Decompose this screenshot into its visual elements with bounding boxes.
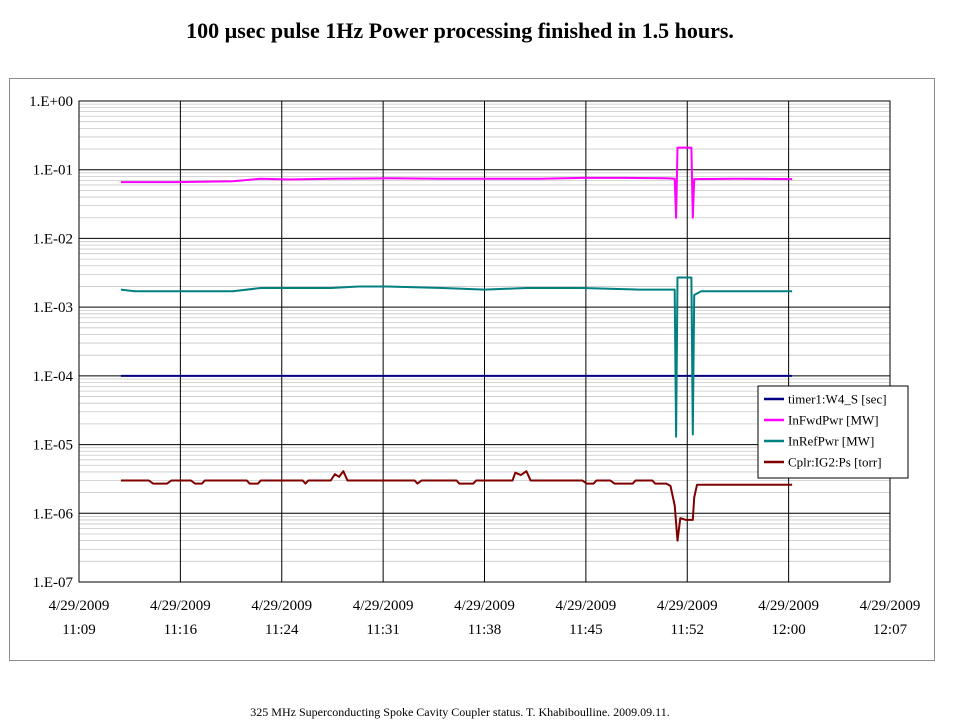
y-tick-label: 1.E-04 <box>33 369 74 385</box>
legend: timer1:W4_S [sec] InFwdPwr [MW] InRefPwr [… <box>757 385 909 479</box>
x-tick-date: 4/29/2009 <box>353 598 414 614</box>
footer-caption: 325 MHz Superconducting Spoke Cavity Cou… <box>250 705 670 719</box>
legend-label: InRefPwr [MW] <box>788 434 874 449</box>
x-tick-time: 11:52 <box>670 622 704 638</box>
y-tick-label: 1.E-02 <box>33 231 73 247</box>
series-line-2 <box>120 146 793 219</box>
x-tick-time: 11:16 <box>164 622 198 638</box>
x-tick-time: 11:24 <box>265 622 299 638</box>
chart-frame: 1.E+00 1.E-01 1.E-02 1.E-03 1.E-04 1.E-05 1.E-… <box>9 78 935 661</box>
x-tick-date: 4/29/2009 <box>49 598 110 614</box>
y-tick-label: 1.E-05 <box>33 438 73 454</box>
plot-border <box>78 100 891 583</box>
x-tick-time: 11:31 <box>366 622 400 638</box>
x-tick-date: 4/29/2009 <box>657 598 718 614</box>
legend-label: timer1:W4_S [sec] <box>788 392 887 407</box>
chart-plot: 1.E+00 1.E-01 1.E-02 1.E-03 1.E-04 1.E-05 1.E-… <box>29 94 921 638</box>
x-tick-date: 4/29/2009 <box>150 598 211 614</box>
series-line-3 <box>120 276 793 438</box>
x-tick-time: 11:45 <box>569 622 603 638</box>
x-tick-date: 4/29/2009 <box>555 598 616 614</box>
x-tick-time: 11:09 <box>62 622 96 638</box>
slide-title: 100 µsec pulse 1Hz Power processing fini… <box>186 18 734 43</box>
legend-label: InFwdPwr [MW] <box>788 413 879 428</box>
x-tick-date: 4/29/2009 <box>860 598 921 614</box>
y-tick-label: 1.E+00 <box>29 94 73 110</box>
y-tick-label: 1.E-03 <box>33 300 73 316</box>
y-tick-label: 1.E-07 <box>33 575 74 591</box>
x-tick-date: 4/29/2009 <box>251 598 312 614</box>
legend-label: Cplr:IG2:Ps [torr] <box>788 455 882 470</box>
x-tick-time: 12:07 <box>873 622 908 638</box>
y-tick-label: 1.E-01 <box>33 163 73 179</box>
x-tick-time: 11:38 <box>468 622 502 638</box>
y-tick-label: 1.E-06 <box>33 506 74 522</box>
series-line-4 <box>120 470 793 542</box>
x-tick-date: 4/29/2009 <box>454 598 515 614</box>
x-tick-time: 12:00 <box>772 622 806 638</box>
x-tick-date: 4/29/2009 <box>758 598 819 614</box>
